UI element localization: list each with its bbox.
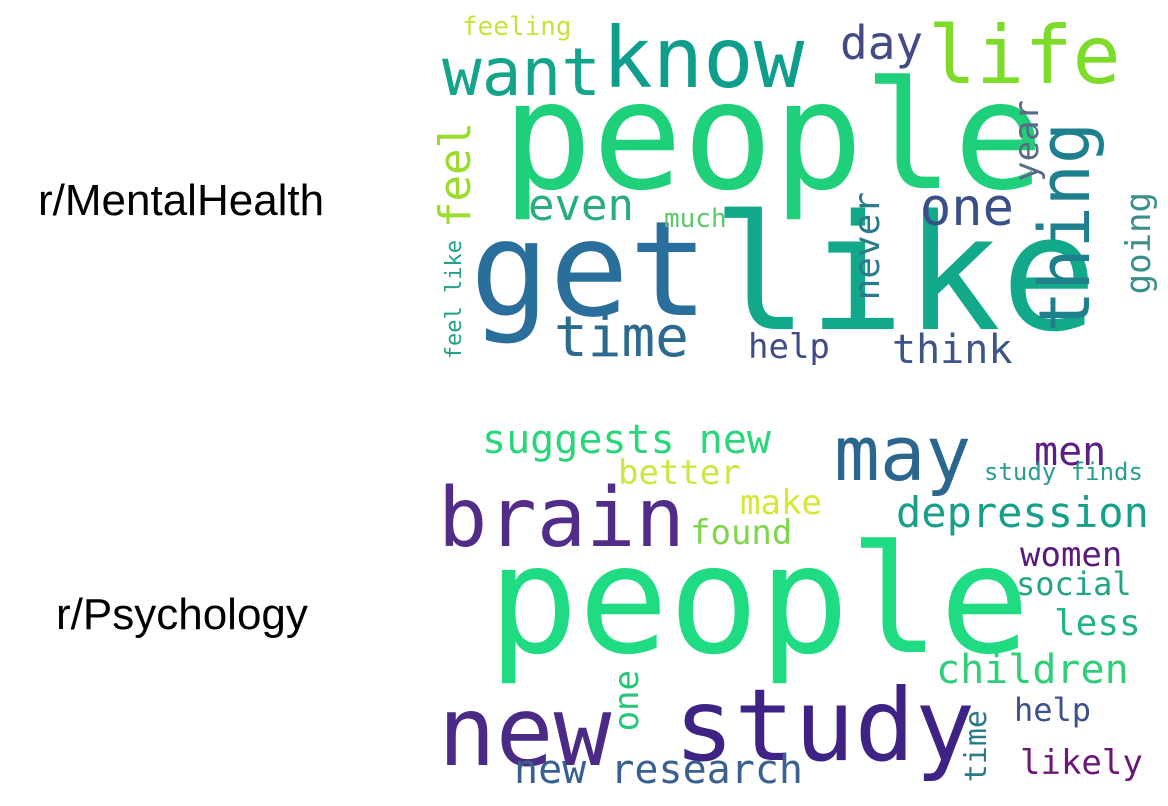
cloud-word-going: going [1119,192,1159,295]
cloud-word-better: better [618,453,741,493]
cloud-word-social: social [1016,565,1132,603]
cloud-word-men: men [1034,429,1107,475]
word-cloud-mentalhealth: people get like know life want thing time one eve… [430,4,1160,392]
cloud-word-study: study [674,667,976,784]
cloud-word-likely: likely [1020,743,1143,783]
cloud-word-like: like [712,180,1098,367]
cloud-word-day: day [840,16,924,70]
cloud-word-feel: feel [430,122,481,228]
cloud-word-people: people [502,50,1044,224]
cloud-word-found: found [690,513,793,553]
cloud-word-feeling: feeling [462,12,572,42]
cloud-word-know: know [602,9,805,107]
cloud-word-time: time [554,305,689,370]
cloud-word-time: time [959,710,994,783]
cloud-word-feel-like: feel like [442,240,467,360]
cloud-word-year: year [1007,100,1047,182]
cloud-word-much: much [664,204,727,234]
cloud-word-depression: depression [896,488,1149,537]
cloud-word-help: help [1014,691,1092,729]
cloud-word-brain: brain [438,471,685,566]
cloud-word-life: life [928,9,1121,102]
cloud-word-suggests-new: suggests new [482,417,771,463]
cloud-word-less: less [1054,603,1141,644]
subreddit-label-mentalhealth: r/MentalHealth [38,176,325,225]
cloud-word-children: children [936,647,1129,693]
cloud-word-make: make [740,483,822,523]
cloud-word-one: one [920,178,1014,238]
cloud-word-new-research: new research [514,747,803,793]
cloud-word-want: want [442,34,601,111]
cloud-word-one: one [607,670,647,732]
cloud-word-study-finds: study finds [984,458,1143,486]
cloud-word-think: think [892,327,1013,373]
subreddit-label-psychology: r/Psychology [56,590,308,639]
cloud-word-help: help [748,327,830,367]
cloud-word-never: never [847,192,888,301]
cloud-word-people: people [488,514,1030,688]
cloud-word-get: get [470,193,709,347]
cloud-word-women: women [1020,535,1123,575]
cloud-word-new: new [438,676,612,788]
cloud-word-even: even [528,180,634,231]
word-cloud-psychology: people new study brain may suggests new depres… [430,414,1160,802]
cloud-word-may: may [834,414,972,498]
